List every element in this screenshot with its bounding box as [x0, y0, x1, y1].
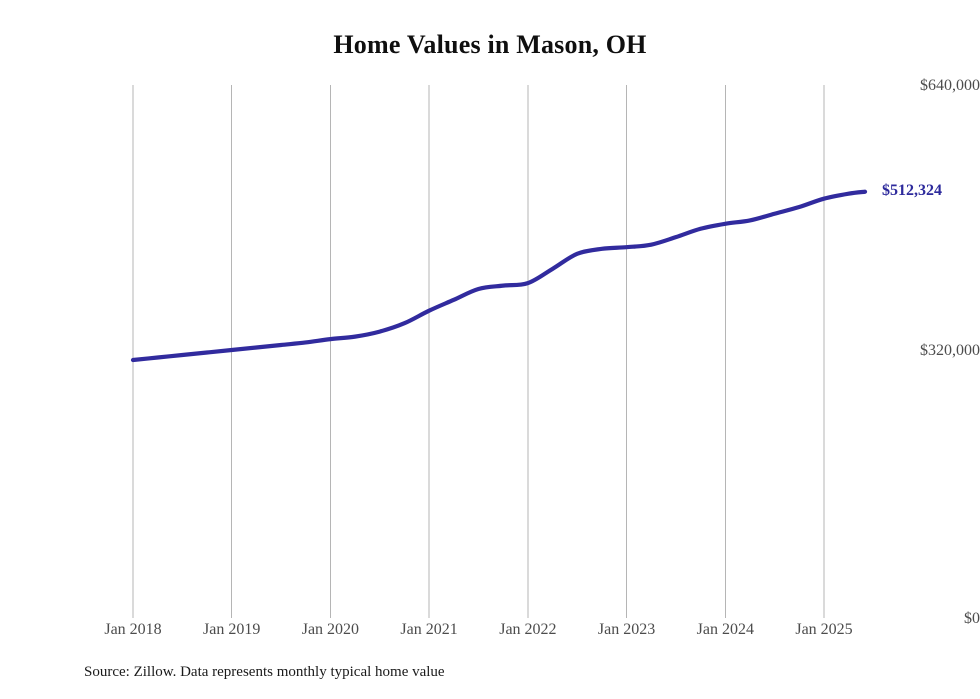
y-axis-tick-label-bottom: $0 [964, 610, 980, 627]
x-axis-tick-label-jan-2019: Jan 2019 [203, 621, 261, 638]
y-axis-tick-label-middle: $320,000 [920, 342, 980, 359]
x-axis-tick-label-jan-2018: Jan 2018 [104, 621, 162, 638]
x-axis-tick-label-jan-2022: Jan 2022 [499, 621, 557, 638]
home-value-line-series [130, 189, 868, 363]
y-axis-tick-label-top: $640,000 [920, 77, 980, 94]
x-axis-tick-label-jan-2023: Jan 2023 [597, 621, 656, 638]
gridlines [132, 85, 825, 618]
x-axis-tick-label-jan-2020: Jan 2020 [301, 621, 360, 638]
source-note: Source: Zillow. Data represents monthly … [84, 664, 445, 680]
x-axis-tick-label-jan-2021: Jan 2021 [400, 621, 458, 638]
x-axis-tick-label-jan-2025: Jan 2025 [795, 621, 853, 638]
page-title: Home Values in Mason, OH [333, 30, 647, 59]
end-value-annotation: $512,324 [882, 181, 943, 199]
x-axis-tick-label-jan-2024: Jan 2024 [696, 621, 754, 638]
